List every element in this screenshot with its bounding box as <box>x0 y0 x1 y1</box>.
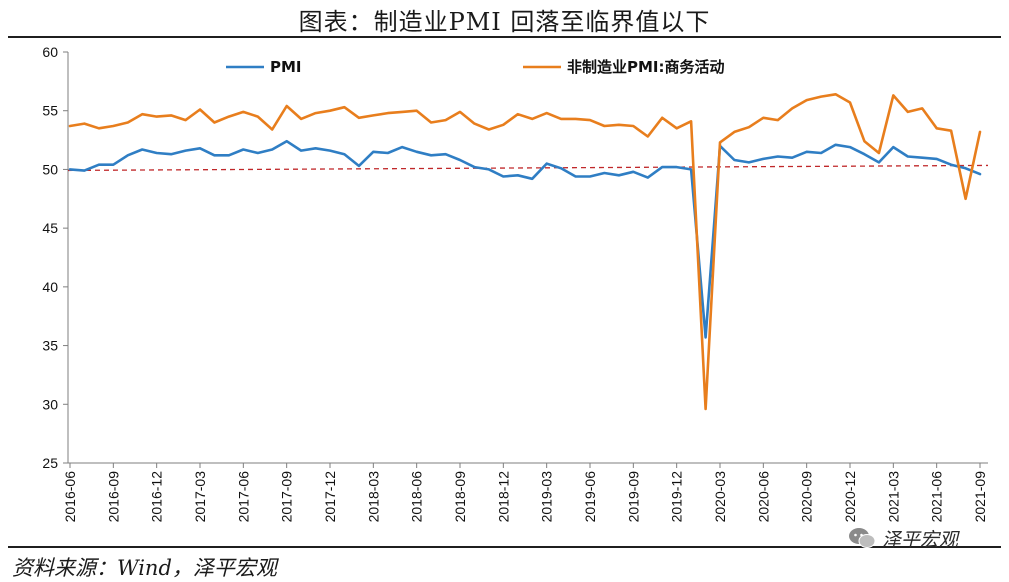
watermark: 泽平宏观 <box>848 524 998 552</box>
watermark-text: 泽平宏观 <box>882 528 959 551</box>
y-axis-ticks: 25 30 35 40 45 50 55 60 <box>42 44 68 471</box>
x-tick-label: 2017-09 <box>279 471 295 523</box>
x-tick-label: 2019-06 <box>582 471 598 523</box>
x-tick-label: 2018-03 <box>365 471 381 523</box>
title-divider <box>8 36 1001 38</box>
y-tick-label: 50 <box>42 161 58 177</box>
x-tick-label: 2021-03 <box>885 471 901 523</box>
x-tick-label: 2020-03 <box>712 471 728 523</box>
x-tick-label: 2016-12 <box>149 471 165 523</box>
x-tick-label: 2019-12 <box>669 471 685 523</box>
x-tick-label: 2017-03 <box>192 471 208 523</box>
wechat-icon <box>849 528 876 548</box>
x-tick-label: 2019-09 <box>625 471 641 523</box>
x-tick-label: 2016-06 <box>62 471 78 523</box>
x-tick-label: 2018-09 <box>452 471 468 523</box>
x-tick-label: 2018-06 <box>409 471 425 523</box>
source-note: 资料来源：Wind，泽平宏观 <box>12 556 277 580</box>
series-lines <box>68 93 982 411</box>
y-tick-label: 45 <box>42 220 58 236</box>
legend-label: 非制造业PMI:商务活动 <box>567 58 725 76</box>
pmi-line <box>68 139 982 339</box>
x-tick-label: 2017-12 <box>322 471 338 523</box>
y-tick-label: 25 <box>42 455 58 471</box>
x-axis-ticks: 2016-06 2016-09 2016-12 2017-03 2017-06 2017-… <box>62 463 988 522</box>
reference-line-group <box>67 164 989 172</box>
y-tick-label: 60 <box>42 44 58 60</box>
nonmfg-pmi-line <box>68 93 982 411</box>
x-tick-label: 2020-09 <box>799 471 815 523</box>
reference-line-50 <box>67 164 989 172</box>
y-tick-label: 40 <box>42 279 58 295</box>
x-tick-label: 2021-09 <box>972 471 988 523</box>
x-tick-label: 2019-03 <box>539 471 555 523</box>
y-tick-label: 35 <box>42 338 58 354</box>
legend-label: PMI <box>270 58 302 76</box>
x-tick-label: 2016-09 <box>105 471 121 523</box>
x-tick-label: 2018-12 <box>495 471 511 523</box>
x-tick-label: 2020-12 <box>842 471 858 523</box>
x-tick-label: 2017-06 <box>235 471 251 523</box>
x-tick-label: 2020-06 <box>755 471 771 523</box>
chart-legend: PMI 非制造业PMI:商务活动 <box>226 58 725 76</box>
y-tick-label: 55 <box>42 103 58 119</box>
chart-axes <box>67 52 988 464</box>
y-tick-label: 30 <box>42 396 58 412</box>
chart-title: 图表：制造业PMI 回落至临界值以下 <box>298 8 711 36</box>
footer-divider <box>8 546 1001 548</box>
x-tick-label: 2021-06 <box>929 471 945 523</box>
